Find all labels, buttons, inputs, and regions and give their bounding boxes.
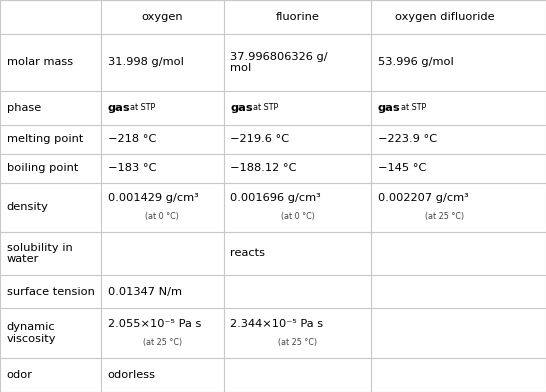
- Text: odor: odor: [7, 370, 33, 380]
- Text: −188.12 °C: −188.12 °C: [230, 163, 297, 173]
- Text: melting point: melting point: [7, 134, 83, 144]
- Text: surface tension: surface tension: [7, 287, 94, 296]
- Text: gas: gas: [108, 103, 130, 113]
- Text: −219.6 °C: −219.6 °C: [230, 134, 289, 144]
- Text: 0.001696 g/cm³: 0.001696 g/cm³: [230, 194, 321, 203]
- Text: 0.001429 g/cm³: 0.001429 g/cm³: [108, 194, 198, 203]
- Text: −218 °C: −218 °C: [108, 134, 156, 144]
- Text: gas: gas: [230, 103, 253, 113]
- Text: 31.998 g/mol: 31.998 g/mol: [108, 58, 183, 67]
- Text: reacts: reacts: [230, 249, 265, 258]
- Text: oxygen: oxygen: [141, 12, 183, 22]
- Text: −223.9 °C: −223.9 °C: [378, 134, 437, 144]
- Text: −183 °C: −183 °C: [108, 163, 156, 173]
- Text: solubility in
water: solubility in water: [7, 243, 72, 264]
- Text: boiling point: boiling point: [7, 163, 78, 173]
- Text: −145 °C: −145 °C: [378, 163, 426, 173]
- Text: at STP: at STP: [401, 103, 426, 113]
- Text: (at 25 °C): (at 25 °C): [278, 338, 317, 347]
- Text: (at 0 °C): (at 0 °C): [281, 212, 314, 221]
- Text: (at 0 °C): (at 0 °C): [145, 212, 180, 221]
- Text: density: density: [7, 202, 49, 212]
- Text: odorless: odorless: [108, 370, 156, 380]
- Text: (at 25 °C): (at 25 °C): [425, 212, 465, 221]
- Text: dynamic
viscosity: dynamic viscosity: [7, 323, 56, 344]
- Text: 2.055×10⁻⁵ Pa s: 2.055×10⁻⁵ Pa s: [108, 319, 201, 329]
- Text: phase: phase: [7, 103, 41, 113]
- Text: 53.996 g/mol: 53.996 g/mol: [378, 58, 454, 67]
- Text: at STP: at STP: [253, 103, 278, 113]
- Text: oxygen difluoride: oxygen difluoride: [395, 12, 495, 22]
- Text: (at 25 °C): (at 25 °C): [143, 338, 182, 347]
- Text: 0.002207 g/cm³: 0.002207 g/cm³: [378, 194, 468, 203]
- Text: fluorine: fluorine: [276, 12, 319, 22]
- Text: 0.01347 N/m: 0.01347 N/m: [108, 287, 182, 296]
- Text: gas: gas: [378, 103, 400, 113]
- Text: 37.996806326 g/
mol: 37.996806326 g/ mol: [230, 52, 328, 73]
- Text: molar mass: molar mass: [7, 58, 73, 67]
- Text: 2.344×10⁻⁵ Pa s: 2.344×10⁻⁵ Pa s: [230, 319, 324, 329]
- Text: at STP: at STP: [130, 103, 156, 113]
